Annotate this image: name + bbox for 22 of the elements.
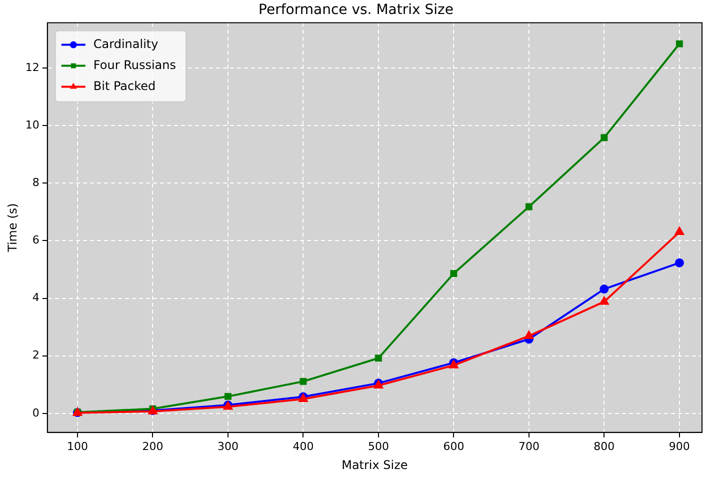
y-tick-label: 6 xyxy=(32,234,40,247)
y-axis-title: Time (s) xyxy=(5,203,20,253)
legend-label: Cardinality xyxy=(93,36,158,51)
y-tick-label: 2 xyxy=(32,348,40,362)
x-tick-label: 100 xyxy=(66,440,88,453)
x-tick-label: 200 xyxy=(142,440,164,453)
legend-label: Bit Packed xyxy=(93,78,156,93)
x-tick-label: 500 xyxy=(368,440,389,453)
y-tick-label: 8 xyxy=(32,176,40,189)
x-tick-label: 400 xyxy=(292,440,314,453)
x-tick-label: 300 xyxy=(217,440,238,453)
legend-label: Four Russians xyxy=(93,58,176,72)
y-tick-label: 12 xyxy=(25,60,40,74)
x-tick-label: 900 xyxy=(668,440,690,453)
chart-title: Performance vs. Matrix Size xyxy=(258,2,454,18)
y-tick-label: 10 xyxy=(25,118,40,132)
y-tick-label: 0 xyxy=(32,406,40,420)
y-tick-label: 4 xyxy=(32,291,40,304)
x-tick-label: 600 xyxy=(443,440,464,453)
x-tick-label: 700 xyxy=(518,440,540,453)
x-tick-label: 800 xyxy=(594,440,615,453)
x-axis-title: Matrix Size xyxy=(342,458,408,472)
